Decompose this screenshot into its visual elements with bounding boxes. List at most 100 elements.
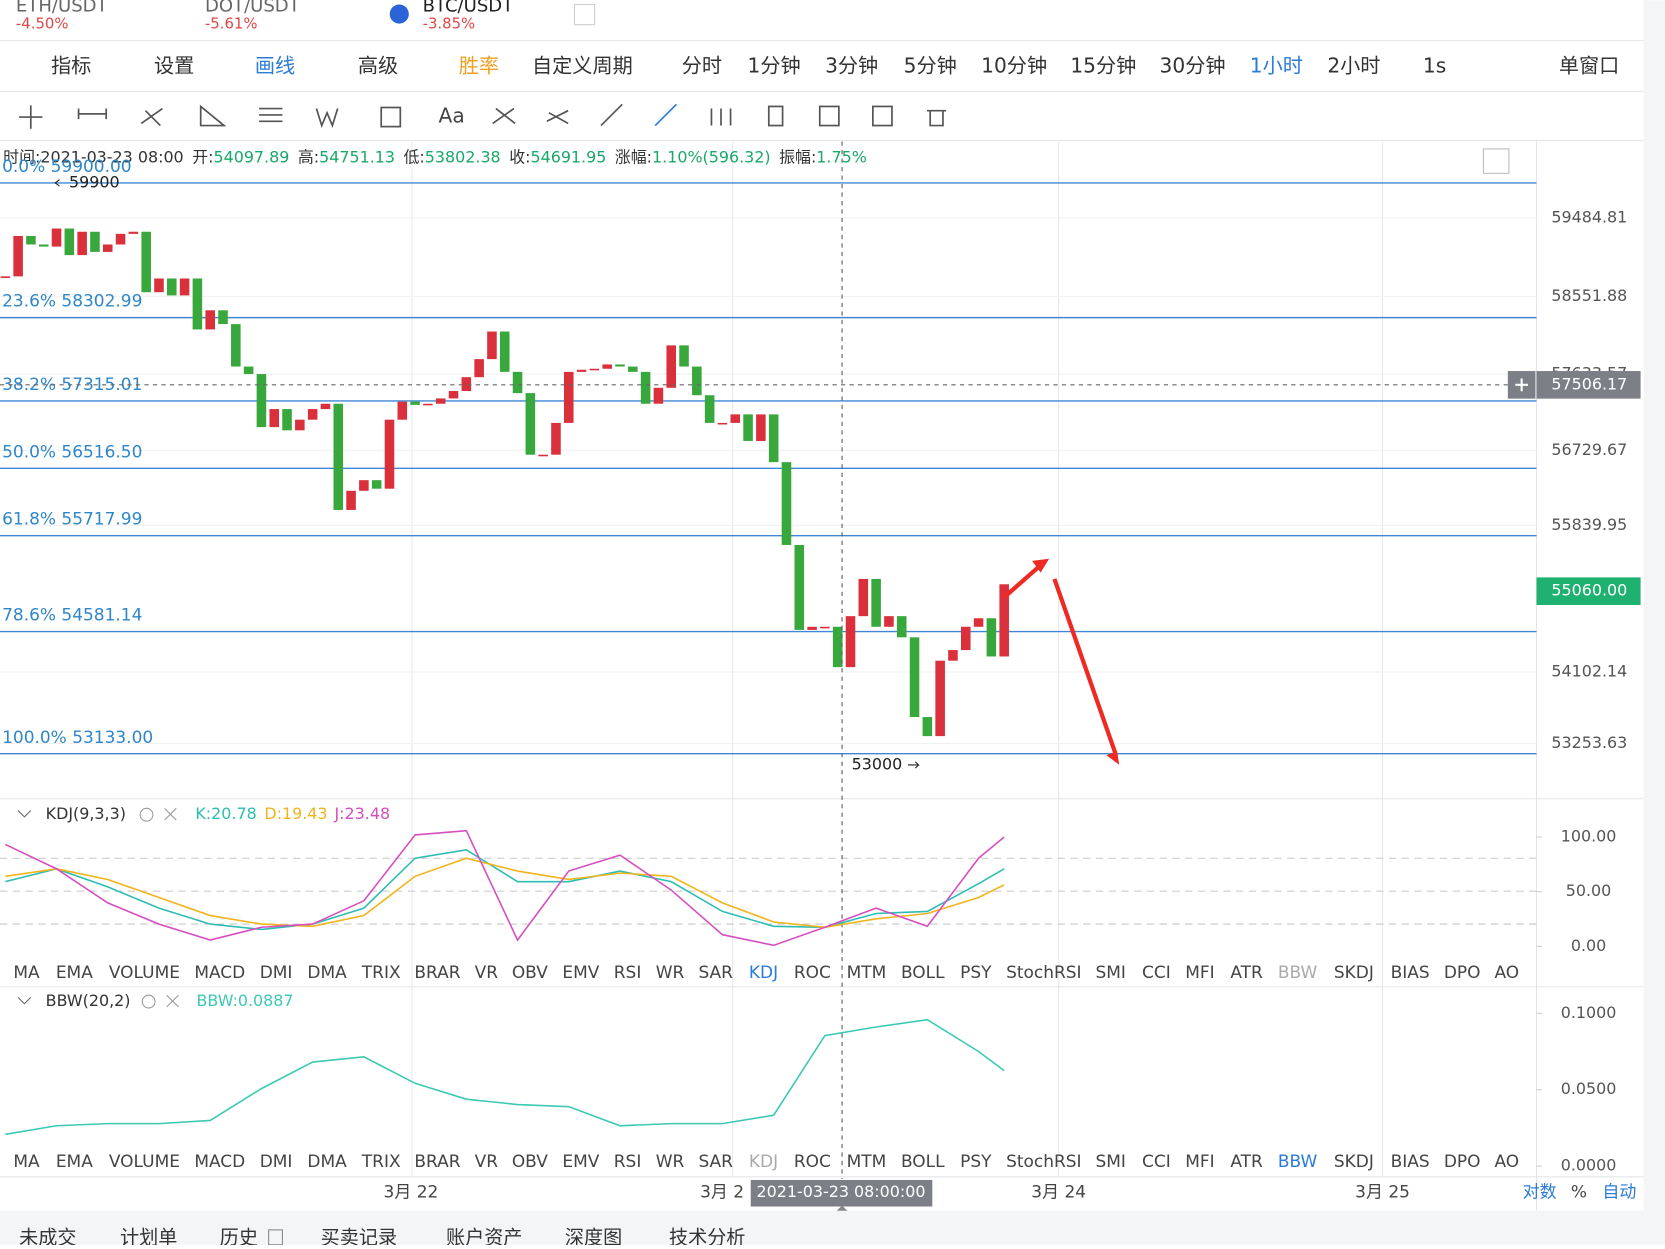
- indicator-tab[interactable]: TRIX: [361, 1152, 401, 1172]
- indicator-tab[interactable]: BRAR: [414, 1152, 460, 1172]
- indicator-tab[interactable]: MTM: [847, 1152, 887, 1172]
- indicator-tab[interactable]: EMA: [56, 963, 93, 983]
- indicator-tab[interactable]: MFI: [1185, 963, 1214, 983]
- indicator-tab[interactable]: DMI: [260, 963, 293, 983]
- fib-label: 50.0% 56516.50: [2, 442, 142, 462]
- toolbar-item[interactable]: 胜率: [459, 54, 499, 78]
- indicator-tab[interactable]: BOLL: [901, 963, 945, 983]
- indicator-tab[interactable]: CCI: [1142, 1152, 1171, 1172]
- indicator-tab[interactable]: OBV: [512, 1152, 548, 1172]
- indicator-tab[interactable]: BBW: [1278, 1152, 1318, 1172]
- indicator-tab[interactable]: MA: [13, 963, 40, 983]
- indicator-tab[interactable]: MTM: [847, 963, 887, 983]
- toolbar-item[interactable]: 1小时: [1250, 54, 1303, 78]
- toolbar-item[interactable]: 指标: [51, 54, 91, 78]
- toolbar-item[interactable]: 1s: [1423, 54, 1446, 78]
- close-icon[interactable]: [164, 807, 177, 821]
- indicator-tab[interactable]: PSY: [960, 963, 992, 983]
- indicator-tab[interactable]: SAR: [698, 963, 733, 983]
- indicator-tab[interactable]: MFI: [1185, 1152, 1214, 1172]
- toolbar-item[interactable]: 5分钟: [904, 54, 957, 78]
- indicator-tab[interactable]: DMA: [307, 963, 347, 983]
- drawing-tools[interactable]: [19, 103, 947, 129]
- toolbar-item[interactable]: 分时: [682, 54, 722, 78]
- indicator-tab[interactable]: RSI: [614, 963, 642, 983]
- bottom-tab[interactable]: 买卖记录: [321, 1226, 397, 1249]
- indicator-tab[interactable]: SKDJ: [1334, 1152, 1374, 1172]
- toolbar-item[interactable]: 3分钟: [825, 54, 878, 78]
- indicator-tab[interactable]: ATR: [1230, 963, 1263, 983]
- indicator-tab[interactable]: DMA: [307, 1152, 347, 1172]
- bottom-tab[interactable]: 未成交: [19, 1226, 76, 1249]
- indicator-tab[interactable]: MA: [13, 1152, 40, 1172]
- toolbar-item[interactable]: 2小时: [1327, 54, 1380, 78]
- bottom-tab[interactable]: 账户资产: [446, 1226, 522, 1249]
- indicator-tab[interactable]: DPO: [1444, 1152, 1481, 1172]
- indicator-tab[interactable]: VOLUME: [109, 963, 180, 983]
- indicator-tab[interactable]: WR: [656, 963, 685, 983]
- indicator-tab[interactable]: ROC: [794, 1152, 831, 1172]
- expand-icon[interactable]: [1482, 148, 1510, 174]
- toolbar-item[interactable]: 15分钟: [1070, 54, 1136, 78]
- toolbar-item[interactable]: 30分钟: [1160, 54, 1226, 78]
- indicator-tab[interactable]: BOLL: [901, 1152, 945, 1172]
- indicator-tab[interactable]: SKDJ: [1334, 963, 1374, 983]
- indicator-tab[interactable]: BIAS: [1391, 1152, 1430, 1172]
- collapse-icon[interactable]: [17, 810, 32, 818]
- pair-name[interactable]: DOT/USDT: [205, 0, 301, 17]
- add-tab[interactable]: [573, 3, 596, 26]
- toolbar-item[interactable]: 单窗口: [1559, 54, 1619, 78]
- indicator-tab[interactable]: TRIX: [361, 963, 401, 983]
- toolbar-item[interactable]: 1分钟: [748, 54, 801, 78]
- bottom-tab[interactable]: 技术分析: [669, 1226, 745, 1249]
- indicator-tab[interactable]: SAR: [698, 1152, 733, 1172]
- indicator-tab[interactable]: StochRSI: [1006, 963, 1081, 983]
- collapse-icon[interactable]: [17, 996, 32, 1005]
- indicator-tab[interactable]: OBV: [512, 963, 548, 983]
- bottom-tab[interactable]: 计划单: [120, 1226, 177, 1249]
- bottom-tab[interactable]: 历史: [220, 1226, 258, 1249]
- indicator-tab[interactable]: WR: [656, 1152, 685, 1172]
- toolbar-item[interactable]: 10分钟: [981, 54, 1047, 78]
- indicator-tab[interactable]: AO: [1494, 963, 1519, 983]
- indicator-tab[interactable]: ATR: [1230, 1152, 1263, 1172]
- pair-name[interactable]: ETH/USDT: [16, 0, 109, 17]
- indicator-tab[interactable]: SMI: [1095, 1152, 1125, 1172]
- settings-icon[interactable]: [139, 807, 154, 822]
- marker-arrow: [907, 761, 920, 769]
- toolbar-item[interactable]: 设置: [154, 54, 194, 78]
- toolbar-item[interactable]: 自定义周期: [532, 54, 633, 78]
- indicator-tab[interactable]: BIAS: [1391, 963, 1430, 983]
- pair-name[interactable]: BTC/USDT: [423, 0, 515, 17]
- scale-option[interactable]: 对数: [1523, 1183, 1557, 1203]
- indicator-tab[interactable]: MACD: [194, 1152, 245, 1172]
- scale-option[interactable]: %: [1571, 1183, 1587, 1203]
- scale-option[interactable]: 自动: [1602, 1183, 1636, 1203]
- toolbar-item[interactable]: 高级: [358, 54, 398, 78]
- indicator-tab[interactable]: VR: [475, 1152, 499, 1172]
- toolbar-item[interactable]: 画线: [255, 54, 295, 78]
- indicator-tab[interactable]: RSI: [614, 1152, 642, 1172]
- indicator-tab[interactable]: BBW: [1278, 963, 1318, 983]
- indicator-tab[interactable]: ROC: [794, 963, 831, 983]
- bottom-tab[interactable]: 深度图: [565, 1226, 622, 1249]
- indicator-tab[interactable]: SMI: [1095, 963, 1125, 983]
- settings-icon[interactable]: [141, 994, 156, 1009]
- indicator-tab[interactable]: DMI: [260, 1152, 293, 1172]
- indicator-tab[interactable]: DPO: [1444, 963, 1481, 983]
- indicator-tab[interactable]: BRAR: [414, 963, 460, 983]
- indicator-tab[interactable]: EMV: [562, 963, 599, 983]
- indicator-tab[interactable]: EMA: [56, 1152, 93, 1172]
- indicator-tab[interactable]: PSY: [960, 1152, 992, 1172]
- indicator-tab[interactable]: EMV: [562, 1152, 599, 1172]
- text-tool[interactable]: Aa: [439, 104, 465, 128]
- indicator-tab[interactable]: KDJ: [749, 1152, 778, 1172]
- indicator-tab[interactable]: CCI: [1142, 963, 1171, 983]
- close-icon[interactable]: [166, 994, 179, 1008]
- indicator-tab[interactable]: VOLUME: [109, 1152, 180, 1172]
- indicator-tab[interactable]: KDJ: [749, 963, 778, 983]
- indicator-tab[interactable]: MACD: [194, 963, 245, 983]
- indicator-tab[interactable]: StochRSI: [1006, 1152, 1081, 1172]
- indicator-tab[interactable]: VR: [475, 963, 499, 983]
- indicator-tab[interactable]: AO: [1494, 1152, 1519, 1172]
